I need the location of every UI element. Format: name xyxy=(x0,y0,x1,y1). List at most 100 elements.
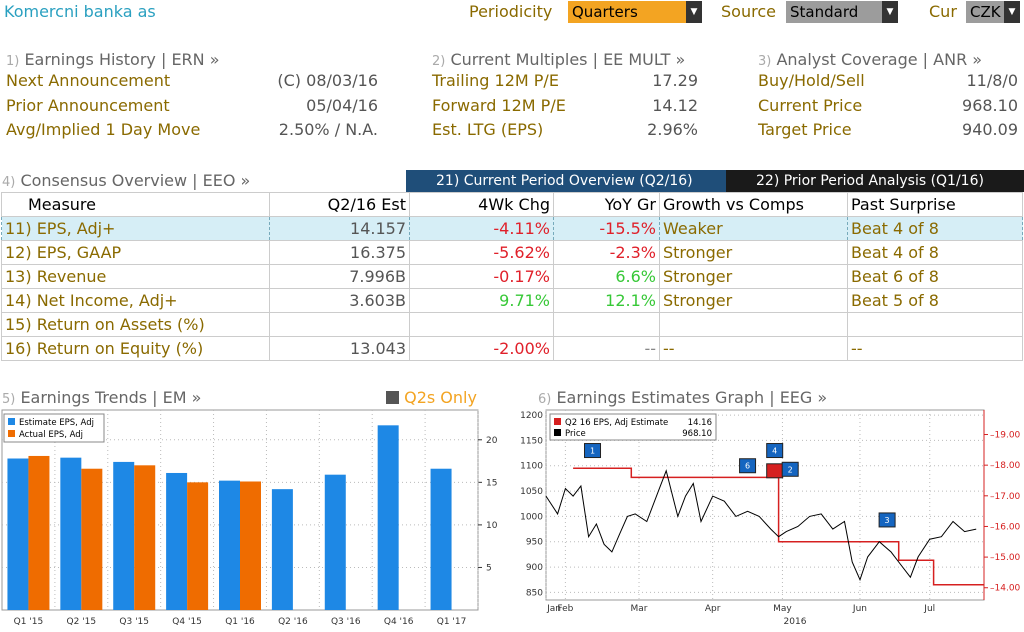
col-past-surprise[interactable]: Past Surprise xyxy=(847,192,1023,217)
earnings-trends-title[interactable]: 5) Earnings Trends | EM » xyxy=(2,388,202,407)
kv-value: 11/8/0 xyxy=(966,71,1019,90)
tab-current-period[interactable]: 21) Current Period Overview (Q2/16) xyxy=(406,170,726,192)
cell-yoy xyxy=(553,312,660,337)
legend-swatch xyxy=(554,418,561,425)
legend-label: Q2 16 EPS, Adj Estimate xyxy=(565,418,668,428)
kv-row: Est. LTG (EPS) 2.96% xyxy=(432,118,698,143)
plot-area xyxy=(545,409,985,601)
currency-label: Cur xyxy=(929,2,957,21)
col-estimate[interactable]: Q2/16 Est xyxy=(269,192,410,217)
kv-row: Avg/Implied 1 Day Move 2.50% / N.A. xyxy=(6,118,378,143)
table-row[interactable]: 12) EPS, GAAP 16.375 -5.62% -2.3% Stronger Be… xyxy=(1,240,1023,265)
earnings-trends-chart: 5 10 15 20 Q1 '15 Q2 '15 Q3 '15 Q4 '15 Q1 '16 Q2 … xyxy=(1,409,498,627)
bar xyxy=(28,455,50,610)
cell-measure[interactable]: 14) Net Income, Adj+ xyxy=(1,288,270,313)
event-marker xyxy=(584,443,602,459)
kv-value: 14.12 xyxy=(652,95,698,115)
source-dropdown[interactable]: Standard ▼ xyxy=(786,1,898,23)
periodicity-dropdown[interactable]: Quarters ▼ xyxy=(568,1,702,23)
kv-label: Est. LTG (EPS) xyxy=(432,120,544,139)
x-tick-label: Jul xyxy=(923,604,935,614)
checkbox-icon[interactable] xyxy=(386,391,399,404)
event-marker xyxy=(766,443,784,459)
right-tick-label: –18.00 xyxy=(990,461,1021,471)
kv-value: 17.29 xyxy=(652,71,698,90)
kv-value: (C) 08/03/16 xyxy=(277,71,378,90)
right-tick-label: –15.00 xyxy=(990,553,1021,563)
cell-yoy: 6.6% xyxy=(553,264,660,289)
tab-prior-period[interactable]: 22) Prior Period Analysis (Q1/16) xyxy=(726,170,1024,192)
series-line xyxy=(545,469,977,582)
analyst-coverage-title[interactable]: 3) Analyst Coverage | ANR » xyxy=(758,50,983,69)
cell-est: 7.996B xyxy=(269,264,410,289)
right-tick-label: –17.00 xyxy=(990,492,1021,502)
cell-measure[interactable]: 12) EPS, GAAP xyxy=(1,240,270,265)
source-label: Source xyxy=(721,2,776,21)
chevron-down-icon[interactable]: ▼ xyxy=(882,1,898,23)
legend-box xyxy=(549,413,717,441)
bar xyxy=(60,457,82,610)
kv-row: Current Price 968.10 xyxy=(758,94,1018,119)
current-multiples-rows: Trailing 12M P/E 17.29 Forward 12M P/E 14.1… xyxy=(432,69,698,143)
cell-measure[interactable]: 11) EPS, Adj+ xyxy=(1,216,270,241)
table-row[interactable]: 11) EPS, Adj+ 14.157 -4.11% -15.5% Weaker Bea… xyxy=(1,216,1023,241)
y-tick-label: 10 xyxy=(486,521,498,531)
current-multiples-title[interactable]: 2) Current Multiples | EE MULT » xyxy=(432,50,686,69)
kv-row: Prior Announcement 05/04/16 xyxy=(6,94,378,119)
x-tick-label: Q2 '16 xyxy=(278,617,308,627)
x-tick-label: Jun xyxy=(852,604,867,614)
cell-surprise: -- xyxy=(847,336,1023,361)
cell-est: 16.375 xyxy=(269,240,410,265)
x-tick-label: Q4 '16 xyxy=(384,617,414,627)
cell-surprise: Beat 5 of 8 xyxy=(847,288,1023,313)
table-row[interactable]: 15) Return on Assets (%) xyxy=(1,312,1023,337)
kv-label: Trailing 12M P/E xyxy=(432,71,559,90)
cell-surprise xyxy=(847,312,1023,337)
cell-est: 14.157 xyxy=(269,216,410,241)
left-tick-label: 1100 xyxy=(520,462,543,472)
estimates-graph-title[interactable]: 6) Earnings Estimates Graph | EEG » xyxy=(538,388,828,407)
earnings-estimates-chart: 850 900 950 1000 1050 1100 1150 1200 –14.00 –15.0… xyxy=(520,409,1021,627)
x-tick-label: Mar xyxy=(631,604,648,614)
event-marker xyxy=(781,461,799,477)
col-4wk-chg[interactable]: 4Wk Chg xyxy=(409,192,554,217)
kv-value: 968.10 xyxy=(962,95,1018,115)
cell-comps: Weaker xyxy=(659,216,848,241)
consensus-title[interactable]: 4) Consensus Overview | EEO » xyxy=(2,171,251,190)
chevron-down-icon[interactable]: ▼ xyxy=(686,1,702,23)
kv-value: 2.96% xyxy=(647,120,698,139)
q2s-only-toggle[interactable]: Q2s Only xyxy=(386,388,477,407)
cell-measure[interactable]: 15) Return on Assets (%) xyxy=(1,312,270,337)
table-row[interactable]: 13) Revenue 7.996B -0.17% 6.6% Stronger Beat … xyxy=(1,264,1023,289)
col-measure[interactable]: Measure xyxy=(1,192,270,217)
analyst-coverage-panel: 3) Analyst Coverage | ANR » Buy/Hold/Sel… xyxy=(758,50,1018,143)
currency-dropdown[interactable]: CZK ▼ xyxy=(966,1,1020,23)
x-tick-label: Q3 '16 xyxy=(331,617,361,627)
x-tick-label: Q3 '15 xyxy=(119,617,149,627)
x-tick-label: Q1 '17 xyxy=(437,617,467,627)
kv-row: Forward 12M P/E 14.12 xyxy=(432,94,698,119)
cell-yoy: -2.3% xyxy=(553,240,660,265)
cell-chg xyxy=(409,312,554,337)
cell-est: 13.043 xyxy=(269,336,410,361)
col-yoy-gr[interactable]: YoY Gr xyxy=(553,192,660,217)
cell-chg: 9.71% xyxy=(409,288,554,313)
kv-label: Current Price xyxy=(758,95,863,115)
left-tick-label: 1200 xyxy=(520,411,543,421)
earnings-history-title[interactable]: 1) Earnings History | ERN » xyxy=(6,50,220,69)
kv-label: Forward 12M P/E xyxy=(432,95,566,115)
cell-measure[interactable]: 16) Return on Equity (%) xyxy=(1,336,270,361)
x-tick-label: Feb xyxy=(557,604,573,614)
kv-label: Target Price xyxy=(758,120,852,139)
header-bar: Komercni banka as Periodicity Quarters ▼ … xyxy=(0,0,1024,26)
chevron-down-icon[interactable]: ▼ xyxy=(1004,1,1020,23)
left-tick-label: 1150 xyxy=(520,436,543,446)
col-growth-vs-comps[interactable]: Growth vs Comps xyxy=(659,192,848,217)
table-row[interactable]: 14) Net Income, Adj+ 3.603B 9.71% 12.1% Stro… xyxy=(1,288,1023,313)
cell-measure[interactable]: 13) Revenue xyxy=(1,264,270,289)
event-marker xyxy=(739,458,757,474)
cell-yoy: -- xyxy=(553,336,660,361)
current-multiples-panel: 2) Current Multiples | EE MULT » Trailin… xyxy=(432,50,698,143)
event-marker xyxy=(878,512,896,528)
table-row[interactable]: 16) Return on Equity (%) 13.043 -2.00% -- --… xyxy=(1,336,1023,361)
